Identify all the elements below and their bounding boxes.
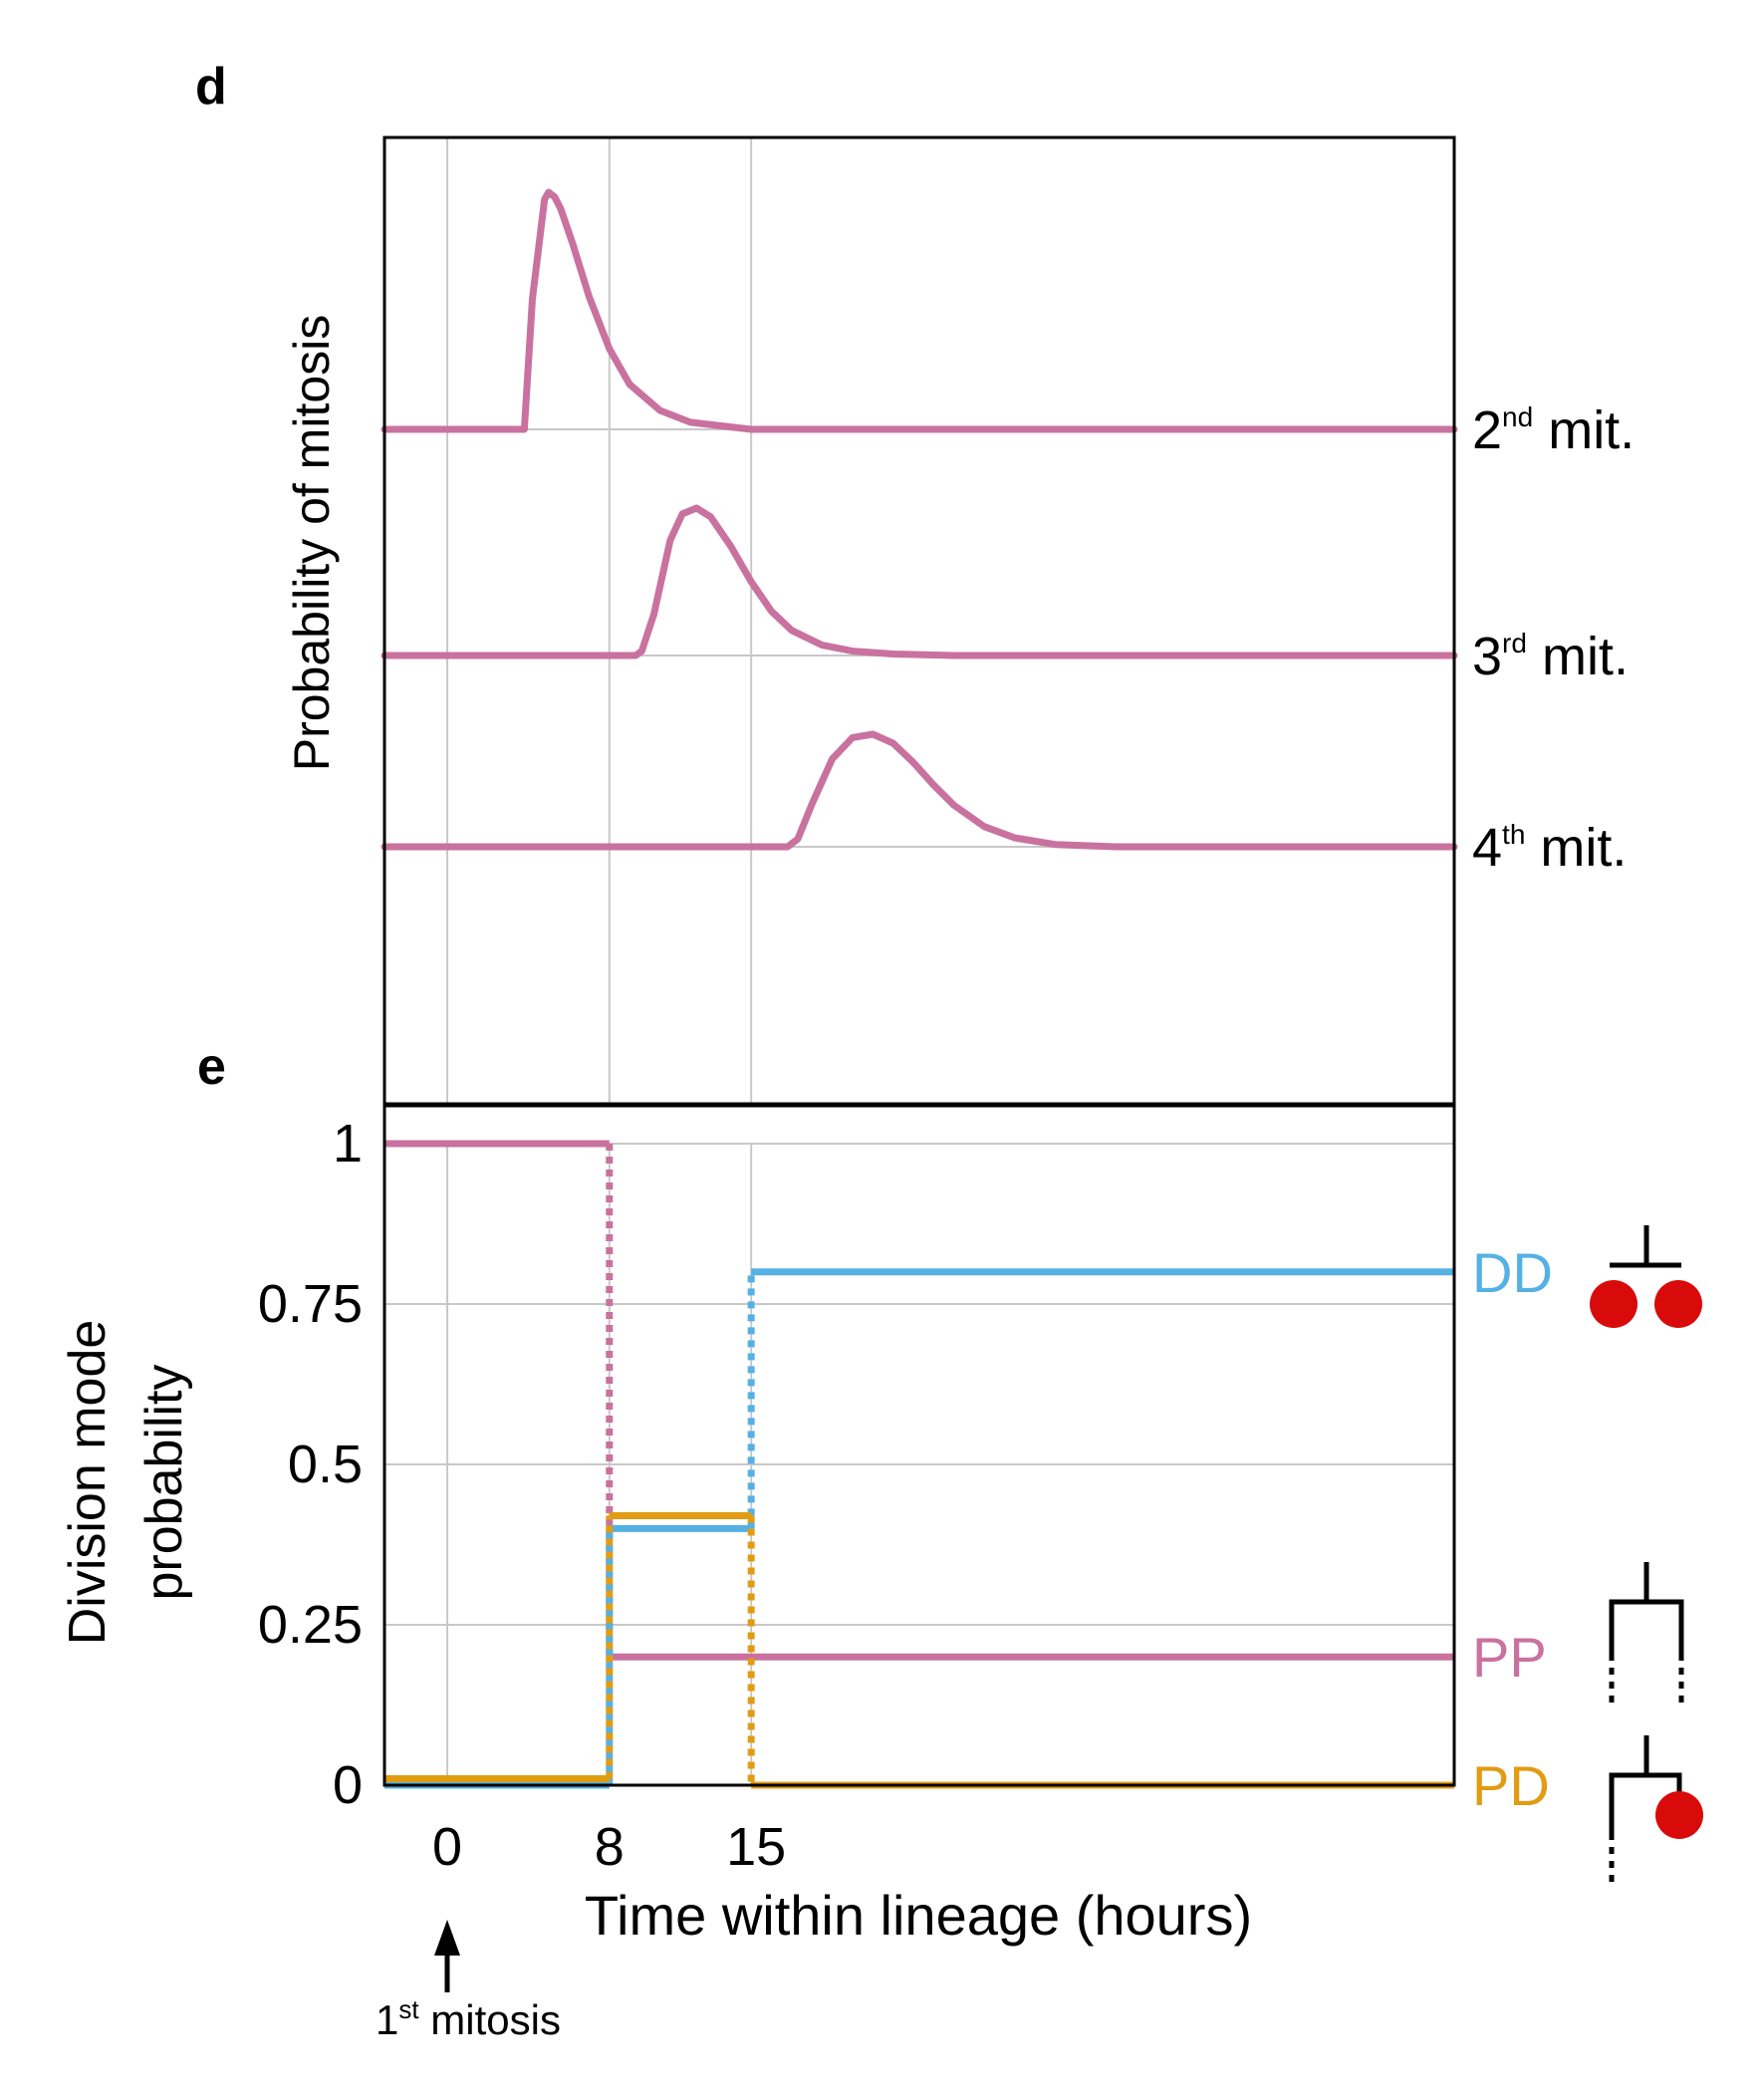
panel-e-y-tick-label: 1 [333,1114,363,1174]
panel-e-y-tick-label: 0 [333,1755,363,1815]
first-mitosis-label-number: 1 [376,1996,398,2043]
panel-e-y-axis-label-line1: Division mode [59,1320,117,1646]
panel-e-chart: 0 0.25 0.5 0.75 1 0 8 15 Division mode probabi… [59,1104,1703,2043]
first-mitosis-label-sup: st [398,1994,419,2024]
panel-e-label: e [197,1038,226,1096]
mitosis-curve-3 [380,504,1458,659]
panel-d-series-labels: 2nd mit.3rd mit.4th mit. [1472,400,1635,878]
mitosis-label-number: 3 [1472,627,1502,686]
mitosis-label-number: 2 [1472,400,1502,460]
panel-e-x-tick-label: 8 [595,1817,625,1877]
panel-e-y-tick-label: 0.25 [258,1595,363,1655]
mitosis-curve-4 [380,730,1458,851]
first-mitosis-label-text: mitosis [419,1996,561,2043]
mitosis-label-text: mit. [1525,818,1627,878]
mitosis-label-number: 4 [1472,818,1502,878]
panel-e-gridlines [384,1143,1454,1786]
panel-e-y-tick-labels: 0 0.25 0.5 0.75 1 [258,1114,363,1815]
mitosis-curve-2 [380,188,1458,433]
pd-differentiated-cell [1655,1791,1703,1839]
mitosis-label-4: 4th mit. [1472,818,1627,878]
panel-d-curves [380,188,1458,851]
dd-division-icon [1610,1225,1681,1268]
mitosis-label-2: 2nd mit. [1472,400,1635,460]
first-mitosis-label: 1st mitosis [376,1994,561,2043]
panel-d-frame [382,135,1456,1106]
panel-e-x-tick-labels: 0 8 15 [432,1817,786,1877]
pd-division-icon [1609,1735,1682,1883]
panel-e-x-tick-label: 0 [432,1817,462,1877]
panel-d-gridlines [384,137,1454,1104]
panel-e-series-labels: PP DD PD [1472,1241,1553,1817]
mitosis-label-sup: th [1502,819,1525,850]
panel-d-chart: Probability of mitosis 2nd mit.3rd mit.4… [284,135,1635,1106]
panel-e-x-tick-label: 15 [726,1817,786,1877]
panel-e-y-axis-label-line2: probability [135,1364,193,1600]
first-mitosis-arrow [434,1920,460,1992]
panel-e-frame [382,1104,1456,1787]
panel-d-label: d [195,58,227,116]
mitosis-label-sup: nd [1502,401,1533,432]
panel-e-y-tick-label: 0.75 [258,1274,363,1334]
series-label-DD: DD [1472,1241,1553,1304]
mitosis-label-text: mit. [1533,400,1635,460]
panel-e-x-axis-label: Time within lineage (hours) [585,1884,1252,1947]
series-label-PP: PP [1472,1626,1547,1689]
mitosis-label-3: 3rd mit. [1472,627,1629,686]
mitosis-label-sup: rd [1502,628,1527,658]
pp-division-icon [1609,1562,1684,1708]
panel-d-y-axis-label: Probability of mitosis [284,315,340,772]
mitosis-label-text: mit. [1527,627,1629,686]
dd-daughter-cell-right [1654,1280,1702,1328]
series-label-PD: PD [1472,1754,1550,1817]
dd-daughter-cell-left [1590,1280,1638,1328]
panel-e-y-tick-label: 0.5 [288,1435,363,1494]
